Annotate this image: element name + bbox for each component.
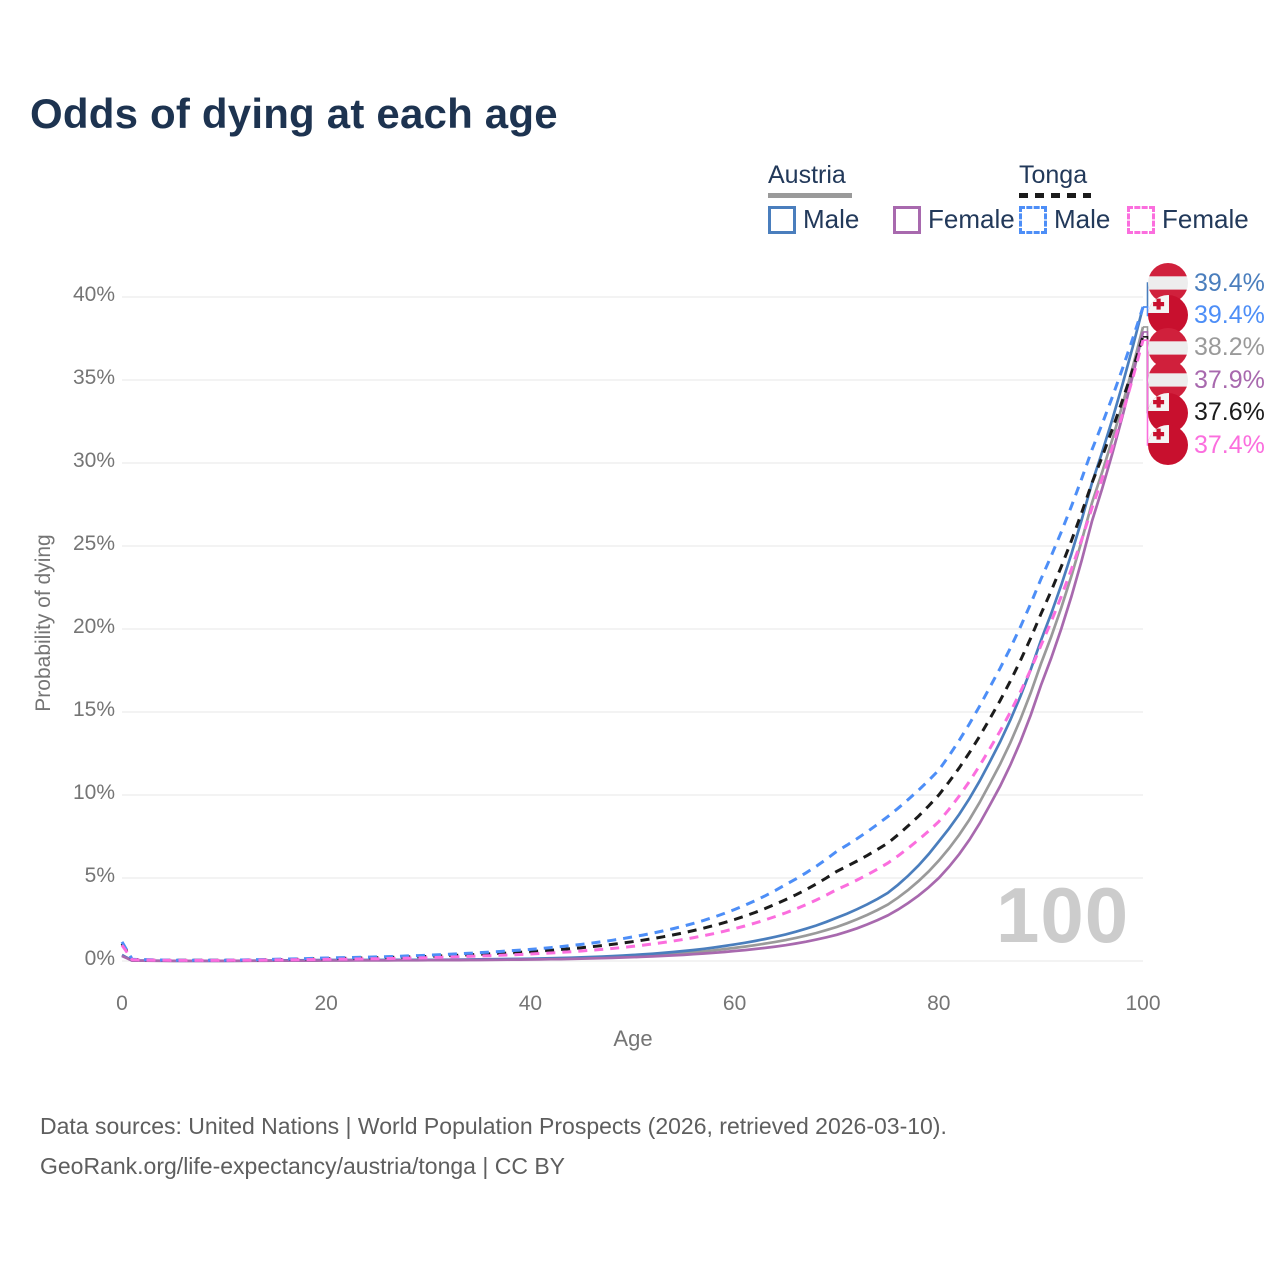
legend-item-tonga-female[interactable]: Female [1127, 204, 1249, 235]
end-label-value: 39.4% [1194, 300, 1265, 329]
end-label-value: 37.9% [1194, 365, 1265, 394]
series-line-tonga_both [120, 336, 1145, 962]
legend-item-austria-female[interactable]: Female [893, 204, 1015, 235]
legend-item-tonga-male[interactable]: Male [1019, 204, 1110, 235]
legend-country-tonga-label: Tonga [1019, 161, 1088, 189]
y-tick-label: 30% [72, 449, 115, 472]
x-tick-label: 100 [1125, 992, 1161, 1015]
line-chart-canvas [120, 282, 1151, 963]
data-sources-text: Data sources: United Nations | World Pop… [40, 1113, 947, 1139]
end-label-value: 37.6% [1194, 398, 1265, 427]
x-tick-label: 0 [116, 992, 128, 1015]
series-line-tonga_male [120, 306, 1145, 962]
x-tick-label: 80 [927, 992, 951, 1015]
austria-male-swatch-icon [768, 205, 796, 234]
y-tick-label: 5% [84, 864, 115, 887]
tonga-flag-icon [1148, 425, 1188, 465]
x-tick-label: 60 [722, 992, 747, 1015]
austria-female-swatch-icon [893, 205, 921, 234]
series-line-austria_male [121, 306, 1145, 963]
legend-country-tonga[interactable]: Tonga [1019, 161, 1091, 198]
y-tick-label: 20% [72, 615, 115, 638]
y-tick-label: 25% [72, 532, 115, 555]
end-label-row-tonga_female: 37.4% [1148, 425, 1265, 465]
end-label-value: 38.2% [1194, 333, 1265, 362]
y-tick-label: 15% [72, 698, 115, 721]
end-label-row-austria_male: 39.4% [1148, 263, 1265, 303]
x-tick-label: 20 [314, 992, 338, 1015]
attribution-text: GeoRank.org/life-expectancy/austria/tong… [40, 1153, 566, 1179]
series-line-tonga_female [120, 339, 1145, 962]
tonga-male-swatch-icon [1019, 205, 1047, 234]
watermark-age-100: 100 [996, 871, 1130, 959]
tonga-line-style-swatch [1019, 193, 1091, 198]
end-label-row-tonga_male: 39.4% [1148, 295, 1265, 336]
y-tick-label: 35% [72, 366, 115, 389]
x-tick-label: 40 [518, 992, 543, 1015]
tonga-female-swatch-icon [1127, 205, 1155, 234]
legend-item-tonga-male-label: Male [1054, 204, 1111, 234]
legend-item-tonga-female-label: Female [1162, 204, 1249, 234]
legend-item-austria-male-label: Male [803, 204, 860, 234]
y-tick-label: 40% [72, 283, 115, 306]
series-line-austria_both [121, 326, 1145, 963]
end-label-value: 37.4% [1194, 430, 1265, 459]
y-tick-label: 0% [84, 947, 115, 970]
page-title: Odds of dying at each age [30, 90, 558, 137]
austria-line-style-swatch [768, 193, 852, 198]
end-label-value: 39.4% [1194, 268, 1265, 297]
series-line-austria_female [121, 331, 1145, 963]
legend-country-austria[interactable]: Austria [768, 161, 852, 198]
x-axis-title: Age [613, 1026, 653, 1051]
legend-item-austria-female-label: Female [928, 204, 1015, 234]
legend-country-austria-label: Austria [768, 161, 846, 189]
footer: Data sources: United Nations | World Pop… [40, 1106, 947, 1186]
y-tick-label: 10% [72, 781, 115, 804]
legend-item-austria-male[interactable]: Male [768, 204, 859, 235]
end-label-row-austria_both: 38.2% [1148, 327, 1265, 368]
